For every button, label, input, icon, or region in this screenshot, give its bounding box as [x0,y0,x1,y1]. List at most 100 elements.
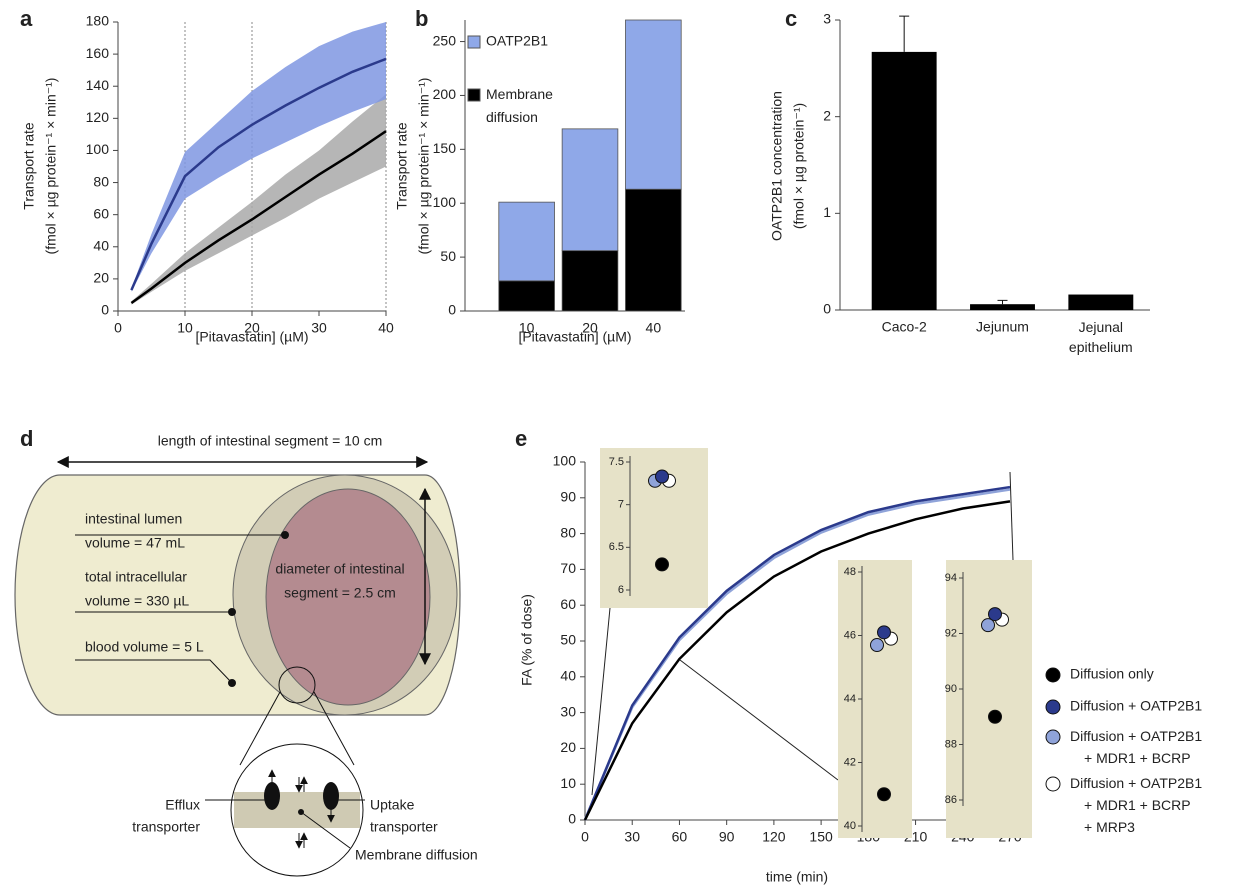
inset-tick-label: 6.5 [609,541,624,553]
inset-tick-label: 46 [844,629,856,641]
intestine-diagram: d length of intestinal segment = 10 cm d… [14,426,478,877]
efflux-label: transporter [132,819,200,835]
inset-tick-label: 7.5 [609,456,624,468]
pointer-dot [281,531,289,539]
pointer-dot [228,608,236,616]
panel-label: e [515,426,527,451]
x-tick-label: 20 [582,320,598,336]
legend-swatch [467,88,481,102]
y-tick-label: 30 [560,703,576,719]
panel-label: c [785,6,797,31]
error-bar [997,299,1008,305]
y-tick-label: 40 [93,237,109,253]
inset-background [838,560,912,838]
legend-label: Diffusion + OATP2B1 + MDR1 + BCRP [1070,728,1202,766]
uptake-transporter [323,782,339,810]
zoom-line [313,691,355,766]
y-axis-label: Transport rate [21,122,37,210]
y-tick-label: 100 [553,453,577,469]
intracellular-label: total intracellular [85,569,187,585]
series-line [583,485,1011,821]
bar [970,304,1035,310]
x-axis-label: [Pitavastatin] (µM) [195,329,308,345]
x-tick-label: 120 [762,829,786,845]
inset-tick-label: 40 [844,820,856,832]
inset-point [981,618,995,633]
y-tick-label: 50 [440,248,456,264]
lumen-label: volume = 47 mL [85,535,185,551]
legend-label: Diffusion + OATP2B1 [1070,698,1202,714]
bar-segment [561,128,619,252]
diameter-label: segment = 2.5 cm [284,585,396,601]
y-tick-label: 100 [86,141,110,157]
y-tick-label: 250 [433,32,457,48]
x-tick-label: Caco-2 [882,319,927,335]
inset-tick-label: 92 [945,627,957,639]
confidence-band [131,22,386,292]
series-line [130,130,387,304]
inset-tick-label: 88 [945,738,957,750]
legend-marker [1045,699,1061,715]
bar-segment [498,201,555,282]
bar-segment [498,280,555,312]
x-axis-label: [Pitavastatin] (µM) [518,329,631,345]
y-tick-label: 140 [86,77,110,93]
y-tick-label: 0 [823,301,831,317]
efflux-label: Efflux [165,797,200,813]
y-tick-label: 70 [560,560,576,576]
panel-label: b [415,6,428,31]
y-tick-label: 0 [101,302,109,318]
y-tick-label: 3 [823,11,831,27]
x-tick-label: Jejunum [976,319,1029,335]
confidence-band [131,94,386,305]
x-tick-label: 10 [177,320,193,336]
y-tick-label: 20 [560,739,576,755]
inset-tick-label: 6 [618,584,624,596]
y-tick-label: 150 [433,140,457,156]
x-tick-label: 40 [646,320,662,336]
bar-segment [625,188,682,312]
x-tick-label: 30 [624,829,640,845]
y-axis-label: FA (% of dose) [519,594,535,686]
bar-segment [625,19,682,190]
inset-point [870,638,884,653]
intracellular-label: volume = 330 µL [85,593,189,609]
y-tick-label: 80 [560,524,576,540]
inset-background [600,448,708,608]
y-tick-label: 40 [560,668,576,684]
uptake-label: transporter [370,819,438,835]
legend-swatch [467,35,481,49]
panel-label: d [20,426,33,451]
inset-tick-label: 94 [945,572,957,584]
x-axis-label: time (min) [766,869,828,885]
inset-tick-label: 42 [844,756,856,768]
y-tick-label: 90 [560,489,576,505]
y-axis-label: (fmol × µg protein⁻¹ × min⁻¹) [43,78,59,255]
inset-tick-label: 7 [618,499,624,511]
legend-label: Membrane diffusion [486,86,553,125]
membrane-label: Membrane diffusion [355,847,478,863]
error-bar [899,15,910,52]
series-line [130,57,387,291]
pointer-dot [228,679,236,687]
y-tick-label: 1 [823,204,831,220]
x-tick-label: 0 [581,829,589,845]
y-tick-label: 50 [560,632,576,648]
x-tick-label: 40 [378,320,394,336]
leader-line [75,659,233,684]
inset-point [988,709,1002,724]
inset-tick-label: 86 [945,794,957,806]
x-tick-label: 60 [672,829,688,845]
inset-point [877,787,891,802]
inset-background [946,560,1032,838]
series-line [583,500,1011,821]
inset-point [655,557,669,572]
y-tick-label: 200 [433,86,457,102]
y-axis-label: Transport rate [394,122,410,210]
inset-tick-label: 48 [844,566,856,578]
x-tick-label: 90 [719,829,735,845]
y-axis-label: (fmol × µg protein⁻¹ × min⁻¹) [416,78,432,255]
y-tick-label: 100 [433,194,457,210]
